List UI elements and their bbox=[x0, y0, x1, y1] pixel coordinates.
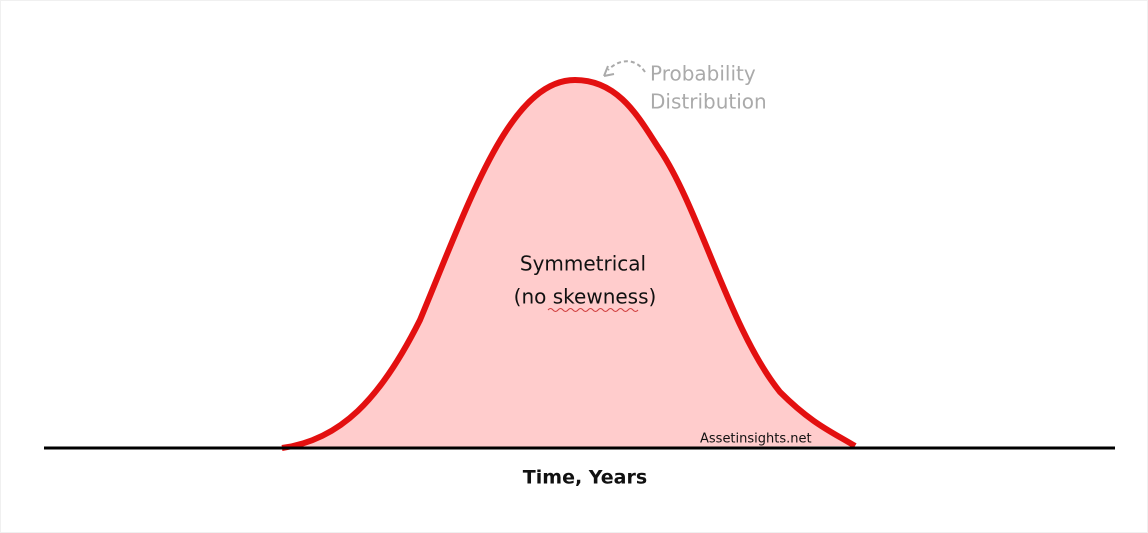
annotation-arrow bbox=[607, 60, 646, 73]
axis-label: Time, Years bbox=[523, 467, 647, 489]
spell-underline bbox=[547, 308, 639, 312]
curve-fill bbox=[282, 80, 855, 448]
annotation-line: Distribution bbox=[650, 90, 767, 114]
annotation-line: Probability bbox=[650, 62, 756, 86]
watermark: Assetinsights.net bbox=[700, 432, 812, 447]
annotation-arrowhead bbox=[603, 65, 615, 77]
curve-label-line: (no skewness) bbox=[514, 285, 657, 309]
curve-label-line: Symmetrical bbox=[520, 252, 646, 276]
distribution-curve bbox=[281, 77, 857, 451]
